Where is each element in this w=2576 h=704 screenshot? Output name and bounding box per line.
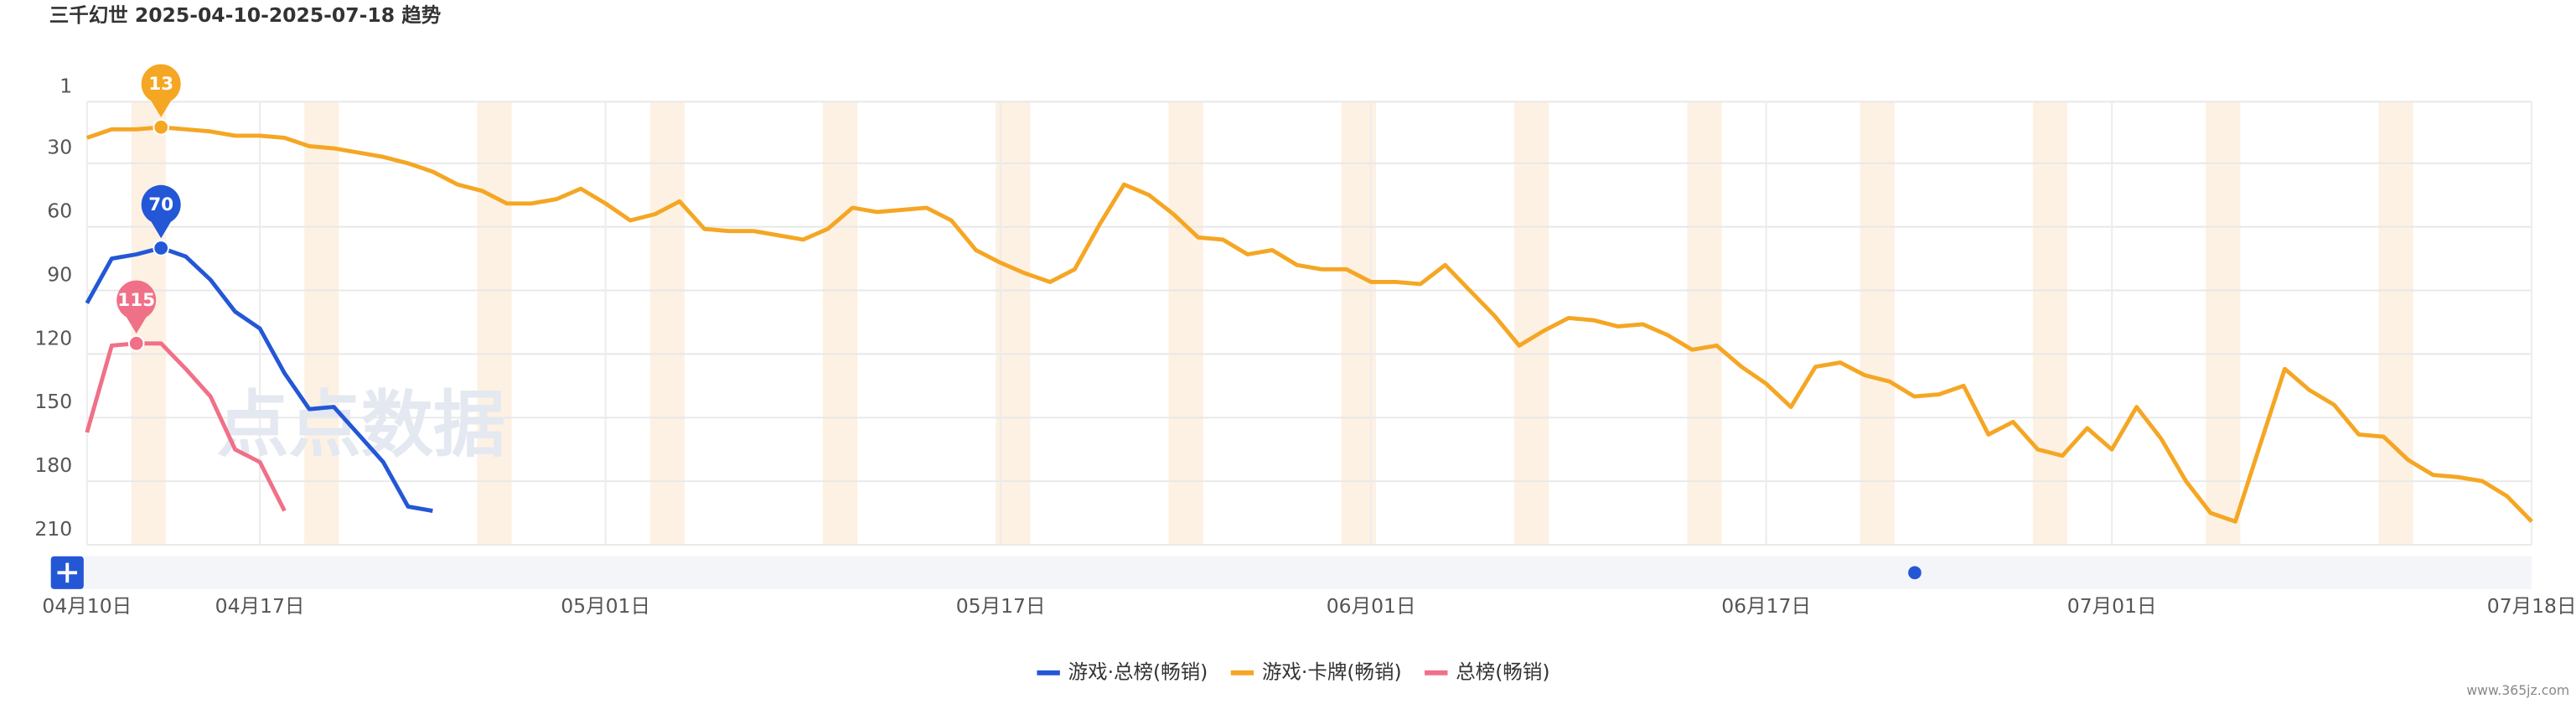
x-tick-label: 06月17日 [1721, 594, 1811, 618]
zoom-slider[interactable] [50, 556, 2532, 589]
weekend-band [2206, 101, 2241, 546]
weekend-band [2378, 101, 2413, 546]
peak-pin [141, 184, 181, 239]
y-tick-label: 60 [47, 199, 72, 223]
weekend-band [649, 101, 685, 546]
y-tick-label: 150 [34, 390, 72, 413]
peak-pin [116, 280, 157, 334]
weekend-band [1168, 101, 1203, 546]
y-tick-label: 120 [34, 326, 72, 349]
series-line [85, 341, 287, 512]
footer-watermark: www.365jz.com [2466, 682, 2569, 698]
weekend-band [304, 101, 339, 546]
legend-label: 游戏·卡牌(畅销) [1262, 660, 1402, 683]
peak-point [127, 334, 145, 352]
legend-label: 总榜(畅销) [1456, 660, 1549, 683]
weekend-band [2032, 101, 2068, 546]
weekend-band [1687, 101, 1722, 546]
peak-point [153, 240, 169, 256]
y-tick-label: 1 [59, 74, 72, 97]
weekend-band [477, 101, 512, 546]
plus-icon [57, 562, 78, 583]
peak-point [153, 118, 169, 136]
x-tick-label: 04月10日 [42, 594, 132, 618]
peak-label: 115 [117, 290, 155, 311]
x-tick-label: 04月17日 [215, 594, 305, 618]
x-tick-label: 07月01日 [2067, 594, 2157, 618]
legend-label: 游戏·总榜(畅销) [1068, 660, 1208, 683]
peak-label: 70 [148, 194, 173, 215]
y-tick-label: 210 [34, 517, 72, 541]
slider-handle[interactable] [1908, 566, 1922, 580]
peak-label: 13 [148, 74, 173, 95]
x-tick-label: 06月01日 [1327, 594, 1416, 618]
weekend-band [1341, 101, 1377, 546]
x-tick-label: 05月17日 [956, 594, 1046, 618]
chart-title: 三千幻世 2025-04-10-2025-07-18 趋势 [49, 3, 442, 27]
series-line [85, 125, 2533, 524]
y-tick-label: 30 [47, 136, 72, 159]
x-tick-label: 05月01日 [561, 594, 650, 618]
weekend-band [1514, 101, 1549, 546]
y-tick-label: 90 [47, 262, 72, 286]
peak-pin [141, 64, 181, 118]
x-tick-label: 07月18日 [2487, 594, 2576, 618]
series-line [85, 246, 433, 513]
weekend-band [1860, 101, 1895, 546]
weekend-band [996, 101, 1031, 546]
y-tick-label: 180 [34, 453, 72, 477]
weekend-band [822, 101, 858, 546]
watermark: 点点数据 [216, 383, 505, 467]
